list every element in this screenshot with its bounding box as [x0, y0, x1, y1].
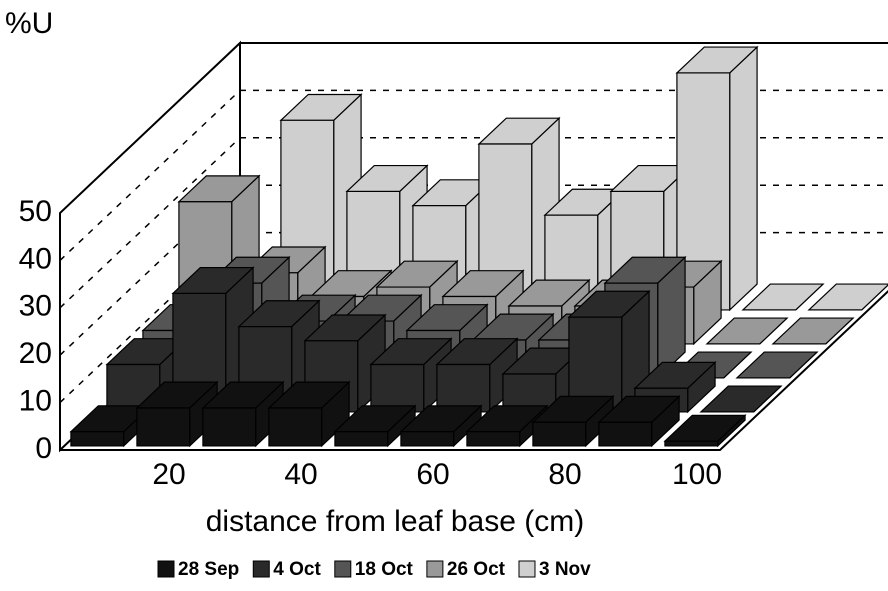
- bar: [699, 385, 783, 413]
- y-axis-label: %U: [5, 7, 53, 40]
- bar: [597, 394, 681, 448]
- x-tick-label: 60: [416, 458, 449, 491]
- x-tick-label: 100: [672, 458, 722, 491]
- bar-front: [370, 363, 425, 413]
- bar-front: [400, 431, 455, 447]
- grid-line: [59, 42, 241, 214]
- bar-front: [466, 431, 521, 447]
- bar: [267, 380, 351, 448]
- legend-label: 28 Sep: [178, 559, 239, 580]
- y-tick-label: 0: [35, 432, 52, 465]
- bar-front: [436, 363, 491, 413]
- bar-front: [664, 440, 719, 447]
- grid-line: [59, 184, 241, 356]
- y-tick-label: 40: [19, 242, 52, 275]
- legend-swatch: [252, 560, 270, 578]
- bar-front: [70, 431, 125, 447]
- bar: [807, 283, 888, 311]
- bar-front: [334, 431, 389, 447]
- grid-line: [59, 232, 241, 404]
- bar: [675, 45, 759, 312]
- legend-swatch: [426, 560, 444, 578]
- bar-top: [807, 283, 888, 311]
- bar-front: [136, 407, 191, 447]
- bar: [201, 380, 285, 448]
- legend-label: 3 Nov: [539, 559, 591, 580]
- x-tick-label: 40: [284, 458, 317, 491]
- legend-label: 26 Oct: [447, 559, 506, 580]
- bar-front: [268, 407, 323, 447]
- legend-label: 4 Oct: [273, 559, 321, 580]
- bar-top: [741, 283, 825, 311]
- floor: [60, 289, 888, 451]
- bar: [735, 351, 819, 379]
- x-tick-label: 20: [152, 458, 185, 491]
- x-tick-label: 80: [548, 458, 581, 491]
- bar: [741, 283, 825, 311]
- bar-front: [598, 421, 653, 447]
- y-tick-label: 10: [19, 385, 52, 418]
- bar: [663, 413, 747, 448]
- y-tick-label: 30: [19, 290, 52, 323]
- bar: [333, 404, 417, 448]
- x-axis-label: distance from leaf base (cm): [206, 505, 584, 538]
- bar-top: [771, 317, 855, 345]
- grid-line: [59, 89, 241, 261]
- bar-side: [729, 45, 758, 312]
- legend-label: 18 Oct: [355, 559, 414, 580]
- bar-top: [735, 351, 819, 379]
- y-tick-label: 50: [19, 195, 52, 228]
- legend-swatch: [518, 560, 536, 578]
- legend-swatch: [157, 560, 175, 578]
- y-tick-label: 20: [19, 337, 52, 370]
- bar: [771, 317, 855, 345]
- legend-swatch: [334, 560, 352, 578]
- bar: [705, 317, 789, 345]
- bar: [399, 404, 483, 448]
- bar-front: [532, 421, 587, 447]
- bar-front: [202, 407, 257, 447]
- bar-top: [699, 385, 783, 413]
- bar-top: [705, 317, 789, 345]
- grid-line: [59, 137, 241, 309]
